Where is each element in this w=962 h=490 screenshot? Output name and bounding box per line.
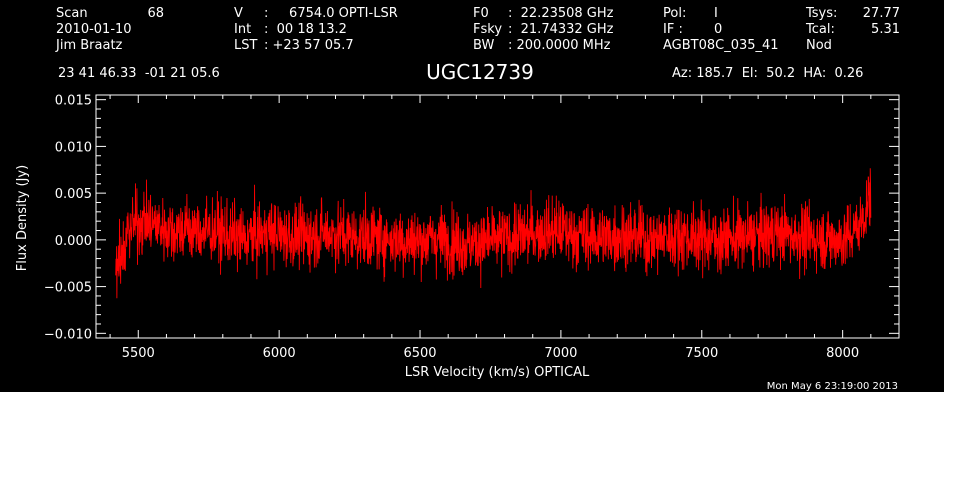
tcal-label: Tcal: xyxy=(806,22,835,37)
fsky-label: Fsky xyxy=(473,22,503,37)
x-tick-label: 8000 xyxy=(826,346,859,361)
x-tick-label: 5500 xyxy=(122,346,155,361)
x-tick-label: 6500 xyxy=(403,346,436,361)
lst-label: LST xyxy=(234,38,258,53)
x-tick-label: 7500 xyxy=(685,346,718,361)
lst-value: : +23 57 05.7 xyxy=(264,38,354,53)
y-tick-label: 0.005 xyxy=(55,187,92,202)
int-value: : 00 18 13.2 xyxy=(264,22,347,37)
y-tick-label: −0.010 xyxy=(44,327,92,342)
pol-value: I xyxy=(714,6,718,21)
timestamp: Mon May 6 23:19:00 2013 xyxy=(767,381,898,392)
if-value: 0 xyxy=(714,22,723,37)
plot-frame xyxy=(95,94,900,339)
source-coordinates: 23 41 46.33 -01 21 05.6 xyxy=(58,66,220,81)
y-axis-label: Flux Density (Jy) xyxy=(15,165,30,271)
scan-number: 68 xyxy=(147,6,164,21)
tsys-value: 27.77 xyxy=(862,6,900,21)
obs-date: 2010-01-10 xyxy=(56,22,132,37)
plot-panel: Scan 68 2010-01-10 Jim Braatz V : 6754.0… xyxy=(0,0,944,392)
y-tick-label: 0.015 xyxy=(55,94,92,109)
project-id: AGBT08C_035_41 xyxy=(663,38,779,53)
spectrum-chart: 5500 6000 6500 7000 7500 8000 −0.010 −0.005 0.00… xyxy=(15,94,900,392)
bw-value: : 200.0000 MHz xyxy=(508,38,611,53)
velocity-value: : 6754.0 OPTI-LSR xyxy=(264,6,398,21)
y-tick-label: −0.005 xyxy=(44,281,92,296)
bw-label: BW xyxy=(473,38,495,53)
observer: Jim Braatz xyxy=(56,38,123,53)
fsky-value: : 21.74332 GHz xyxy=(508,22,614,37)
tsys-label: Tsys: xyxy=(806,6,838,21)
az-el-ha: Az: 185.7 El: 50.2 HA: 0.26 xyxy=(672,66,864,81)
scan-label: Scan xyxy=(56,6,88,21)
x-tick-label: 7000 xyxy=(544,346,577,361)
y-tick-label: 0.000 xyxy=(55,234,92,249)
f0-value: : 22.23508 GHz xyxy=(508,6,614,21)
ticks-group: 5500 6000 6500 7000 7500 8000 −0.010 −0.005 0.00… xyxy=(44,94,899,361)
x-tick-label: 6000 xyxy=(263,346,296,361)
tcal-value: 5.31 xyxy=(871,22,900,37)
y-tick-label: 0.010 xyxy=(55,140,92,155)
series-line xyxy=(115,168,872,299)
pol-label: Pol: xyxy=(663,6,687,21)
nod-label: Nod xyxy=(806,38,832,53)
velocity-label: V xyxy=(234,6,243,21)
int-label: Int xyxy=(234,22,252,37)
series-trace-group xyxy=(115,168,872,299)
f0-label: F0 xyxy=(473,6,489,21)
source-title: UGC12739 xyxy=(426,60,534,84)
x-axis-label: LSR Velocity (km/s) OPTICAL xyxy=(405,365,590,380)
if-label: IF : xyxy=(663,22,683,37)
